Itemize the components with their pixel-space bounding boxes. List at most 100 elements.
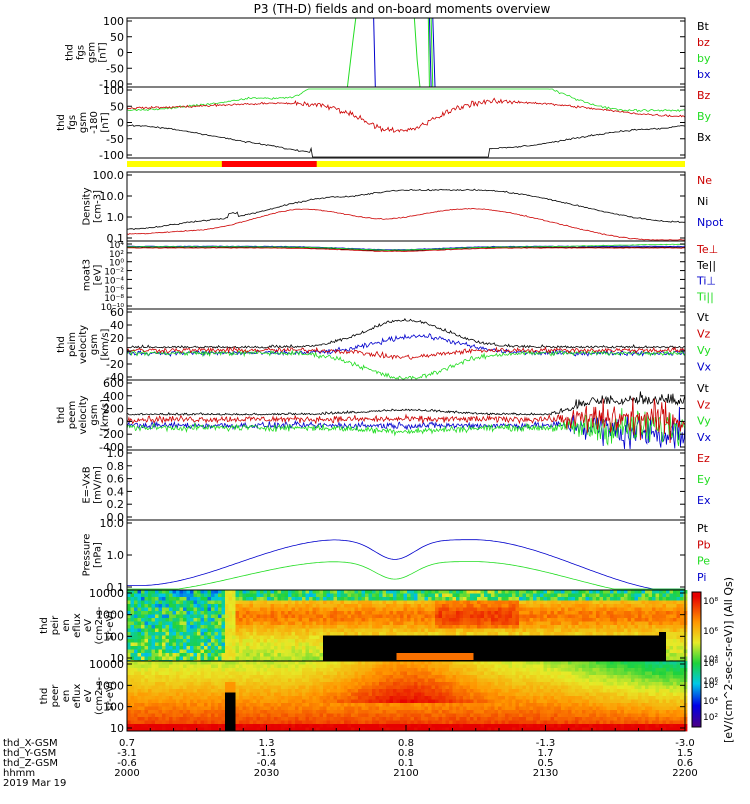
xaxis-value: 2100 bbox=[393, 768, 418, 779]
colorbar-label: [eV/(cm^2-sec-sr-eV)] (All Qs) bbox=[722, 577, 735, 743]
panel-frame-peim-velocity bbox=[127, 309, 685, 380]
ytick-label: 0.8 bbox=[107, 460, 125, 473]
peir-spectrogram-cells bbox=[127, 590, 687, 664]
ytick-label: 40 bbox=[110, 319, 124, 332]
ylabel-line: velocity bbox=[78, 325, 89, 364]
pe-trace bbox=[127, 562, 685, 589]
ylabel-line: gsm bbox=[89, 404, 100, 425]
plot-title: P3 (TH-D) fields and on-board moments ov… bbox=[254, 2, 551, 16]
ylabel-line: thd bbox=[65, 44, 76, 61]
pi-trace bbox=[127, 540, 685, 589]
ylabel-line: moat3 bbox=[82, 259, 93, 291]
mode-bar-yellow bbox=[127, 161, 685, 167]
ni-trace bbox=[127, 189, 685, 229]
density-traces bbox=[127, 189, 685, 240]
legend-Npot: Npot bbox=[697, 216, 724, 229]
vt-trace bbox=[127, 319, 685, 348]
legend-Bz: Bz bbox=[697, 89, 711, 102]
peer-spectrogram-cells bbox=[127, 661, 687, 731]
ytick-label: 0.4 bbox=[107, 485, 125, 498]
ylabel-line: en bbox=[61, 619, 72, 632]
panel-frame-pressure bbox=[127, 520, 685, 590]
xaxis-value: 2000 bbox=[114, 768, 139, 779]
panel-box-efield bbox=[127, 450, 685, 520]
ylabel-line: en bbox=[61, 690, 72, 703]
vt-trace-2 bbox=[127, 391, 685, 415]
legend-Vt: Vt bbox=[697, 311, 710, 324]
ylabel-line: thd bbox=[39, 617, 50, 634]
legend-Te⊥: Te⊥ bbox=[696, 243, 718, 256]
ytick-label: 20 bbox=[110, 332, 124, 345]
legend-bz: bz bbox=[697, 36, 710, 49]
bx-crossing-3 bbox=[433, 18, 435, 87]
bx-crossing-1 bbox=[374, 18, 376, 87]
legend-Ne: Ne bbox=[697, 174, 712, 187]
panel-frame-efield bbox=[127, 450, 685, 520]
ytick-label: 50 bbox=[110, 31, 124, 44]
ylabel-line: Density bbox=[82, 187, 93, 225]
ytick-label: 100 bbox=[103, 15, 124, 28]
panel-frame-density bbox=[127, 172, 685, 241]
ylabel-line: sr-eV) bbox=[105, 681, 116, 710]
ylabel-line: velocity bbox=[78, 395, 89, 434]
legend-Bt: Bt bbox=[697, 20, 710, 33]
panel-box-pressure bbox=[127, 520, 685, 590]
legend-Te||: Te|| bbox=[696, 259, 716, 272]
ytick-label: 10 bbox=[110, 722, 124, 735]
panel-box-fgs-gsm-zoom bbox=[127, 87, 685, 158]
legend-Vx: Vx bbox=[697, 431, 712, 444]
fgs-zoom-traces bbox=[127, 89, 685, 157]
ytick-label: 0 bbox=[117, 415, 124, 428]
ylabel-line: gsm bbox=[89, 334, 100, 355]
legend-Vy: Vy bbox=[697, 344, 711, 357]
ylabel-line: [nT] bbox=[100, 112, 111, 132]
ylabel-line: thd bbox=[56, 336, 67, 353]
legend-Ex: Ex bbox=[697, 494, 711, 507]
ylabel-line: (cm2-s- bbox=[94, 677, 105, 715]
ytick-label: 100 bbox=[103, 84, 124, 97]
ylabel-line: [mV/m] bbox=[93, 466, 104, 504]
pressure-traces bbox=[127, 540, 685, 589]
ytick-label: 600 bbox=[103, 377, 124, 390]
legend-Ti⊥: Ti⊥ bbox=[696, 275, 716, 288]
colorbar-tick: 10² bbox=[703, 681, 718, 691]
ytick-label: 100.0 bbox=[93, 169, 125, 182]
ylabel-line: -180 bbox=[89, 111, 100, 134]
peim-traces bbox=[127, 319, 685, 379]
ytick-label: 10000 bbox=[89, 587, 124, 600]
legend-Ey: Ey bbox=[697, 473, 711, 486]
by-crossing-2 bbox=[414, 18, 420, 87]
panel-box-density bbox=[127, 172, 685, 241]
legend-Ez: Ez bbox=[697, 452, 710, 465]
colorbar-tick: 10⁸ bbox=[703, 597, 718, 607]
ylabel-line: (cm2-s- bbox=[94, 606, 105, 644]
colorbar-tick-lower: 10⁴ bbox=[703, 697, 718, 707]
panel-labels-temperature: 10⁴10²10⁰10⁻²10⁻⁴10⁻⁶10⁻⁸10⁻¹⁰moat3[eV]T… bbox=[82, 241, 719, 313]
peem-traces bbox=[127, 391, 685, 449]
legend-Pt: Pt bbox=[697, 522, 709, 535]
ylabel-line: [eV] bbox=[93, 265, 104, 286]
mode-bar bbox=[127, 161, 685, 167]
ylabel-line: [cm-3] bbox=[93, 190, 104, 223]
colorbar-tick: 10⁴ bbox=[703, 655, 718, 665]
xaxis-value: 2200 bbox=[672, 768, 697, 779]
ytick-label: 0.2 bbox=[107, 498, 125, 511]
ylabel-line: [km/s] bbox=[100, 399, 111, 431]
colorbar-tick: 10⁶ bbox=[703, 627, 718, 637]
ylabel-line: eflux bbox=[72, 613, 83, 638]
ylabel-line: [km/s] bbox=[100, 328, 111, 360]
colorbar-tick-lower: 10² bbox=[703, 713, 718, 723]
ylabel-line: [nT] bbox=[98, 42, 109, 62]
legend-Vy: Vy bbox=[697, 415, 711, 428]
legend-Ti||: Ti|| bbox=[696, 290, 714, 303]
ylabel-line: eV bbox=[83, 689, 94, 702]
